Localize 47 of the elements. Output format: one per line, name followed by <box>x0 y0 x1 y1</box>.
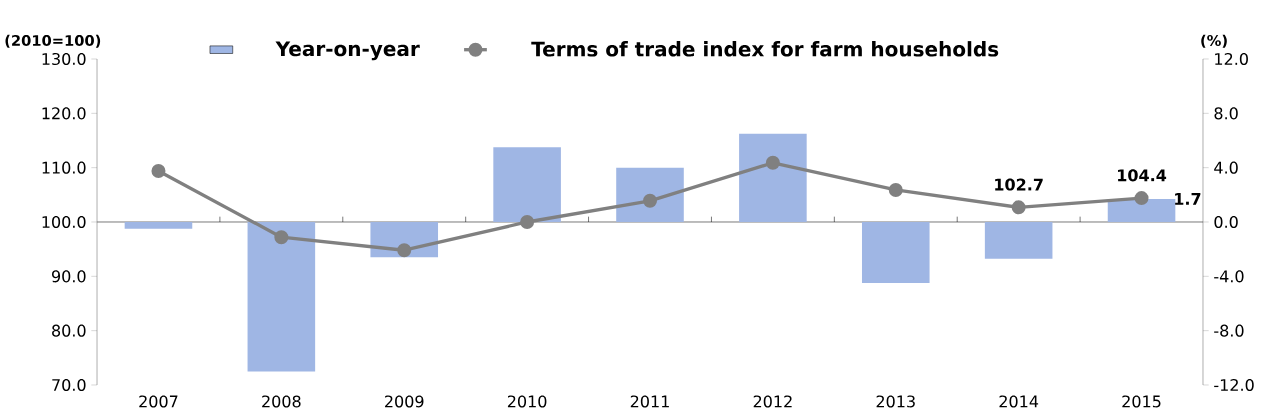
bar <box>247 221 316 372</box>
y2-tick-label: -8.0 <box>1214 324 1244 337</box>
y-axis-title: (2010=100) <box>5 34 101 48</box>
point <box>151 163 166 178</box>
data-label: 1.7 <box>1175 193 1201 205</box>
bar <box>861 221 930 284</box>
x-tick-label: 2013 <box>876 395 915 408</box>
point <box>765 155 780 170</box>
y2-tick-label: 0.0 <box>1214 215 1238 229</box>
y-tick-label: 90.0 <box>52 270 86 283</box>
x-tick-label: 2008 <box>262 395 301 408</box>
data-label: 104.4 <box>1118 169 1167 182</box>
point <box>1134 191 1149 206</box>
y2-tick-label: 12.0 <box>1215 52 1248 66</box>
bar <box>984 221 1053 259</box>
x-tick-label: 2015 <box>1122 395 1161 408</box>
bar <box>124 221 193 229</box>
y-tick-label: 100.0 <box>42 215 86 229</box>
y2-tick-label: -4.0 <box>1214 270 1244 283</box>
legend-label: Year-on-year <box>275 41 420 61</box>
bar <box>1107 198 1176 222</box>
x-tick-label: 2010 <box>507 395 547 408</box>
y-tick-label: 130.0 <box>42 52 86 66</box>
point <box>274 230 289 245</box>
point <box>643 193 658 208</box>
data-label: 102.7 <box>995 178 1043 191</box>
x-tick-label: 2012 <box>753 395 792 408</box>
y2-tick-label: 4.0 <box>1214 161 1238 174</box>
y-tick-label: 120.0 <box>42 107 86 120</box>
bar <box>616 167 684 222</box>
y-tick-label: 70.0 <box>52 378 86 392</box>
y2-tick-label: -12.0 <box>1214 378 1254 392</box>
point <box>397 243 412 258</box>
legend-label: Terms of trade index for farm households <box>531 41 999 57</box>
y-tick-label: 110.0 <box>42 161 86 174</box>
bar <box>739 133 807 222</box>
x-tick-label: 2007 <box>139 395 178 408</box>
y2-tick-label: 8.0 <box>1214 107 1238 120</box>
x-tick-label: 2011 <box>630 395 669 408</box>
x-tick-label: 2014 <box>999 395 1039 408</box>
x-tick-label: 2009 <box>385 395 424 408</box>
point <box>520 214 535 229</box>
y-tick-label: 80.0 <box>52 324 86 337</box>
point <box>1011 200 1026 215</box>
point <box>888 182 903 197</box>
y2-axis-title: (%) <box>1201 34 1227 48</box>
bar <box>493 147 561 222</box>
